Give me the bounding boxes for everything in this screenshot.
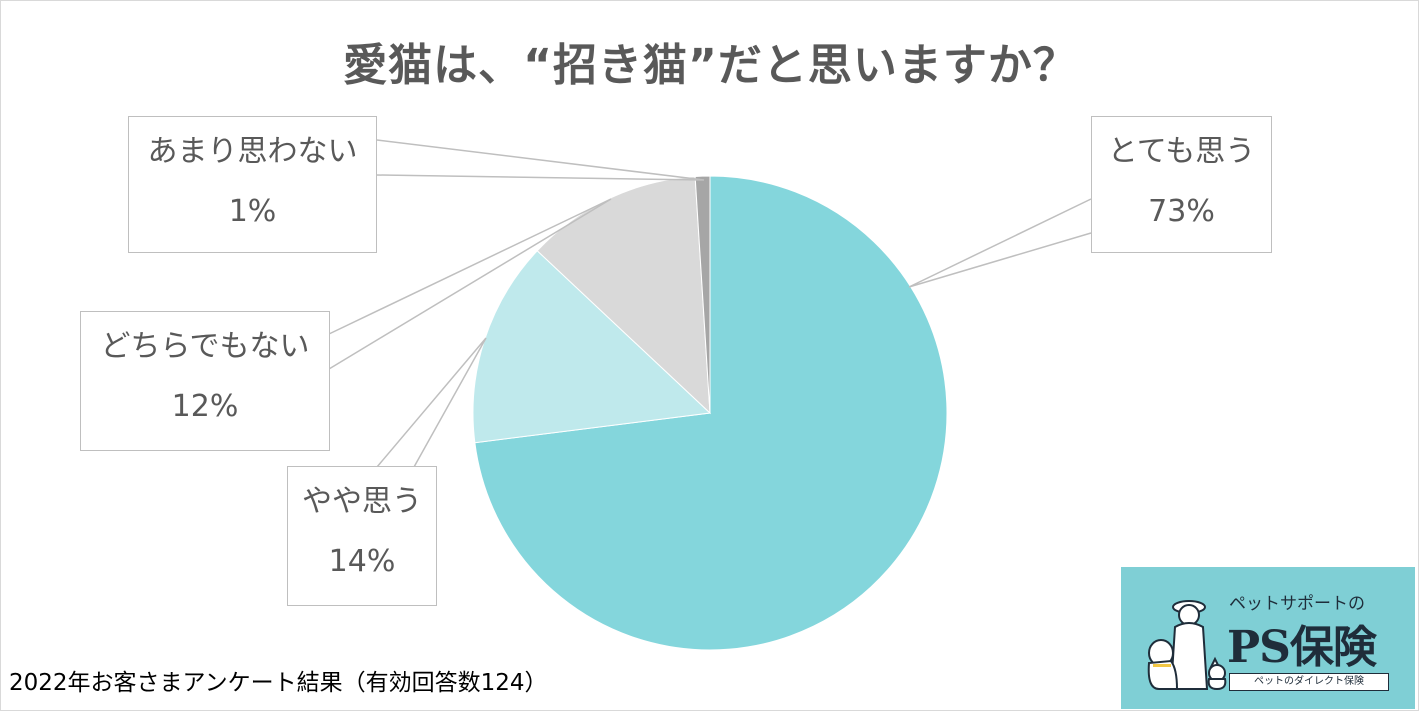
logo-subtitle: ペットのダイレクト保険: [1229, 673, 1389, 691]
slice-label-amari: あまり思わない: [147, 134, 358, 169]
leader-line-totemo: [908, 198, 1092, 288]
ps-insurance-logo: ペットサポートの PS保険 ペットのダイレクト保険: [1121, 567, 1415, 709]
pie-slice-amari: [694, 175, 711, 414]
pets-illustration-icon: [1147, 600, 1227, 691]
slice-value-totemo: 73%: [1148, 194, 1215, 229]
leader-line-dochira: [328, 198, 612, 370]
slice-value-amari: 1%: [228, 194, 277, 229]
callout-yaya: やや思う 14%: [287, 466, 437, 606]
slice-label-yaya: やや思う: [302, 484, 422, 519]
slice-value-yaya: 14%: [328, 544, 396, 579]
slice-value-dochira: 12%: [171, 389, 239, 424]
pie-slice-totemo: [474, 175, 948, 651]
chart-title: 愛猫は、“招き猫”だと思いますか？: [343, 40, 1078, 91]
callout-totemo: とても思う 73%: [1091, 116, 1272, 253]
slice-label-totemo: とても思う: [1107, 134, 1256, 169]
logo-tagline: ペットサポートの: [1229, 594, 1365, 614]
callout-dochira: どちらでもない 12%: [80, 311, 330, 451]
logo-brand: PS保険: [1227, 622, 1377, 673]
leader-line-amari: [376, 139, 705, 181]
slice-label-dochira: どちらでもない: [100, 329, 310, 364]
leader-line-yaya: [376, 337, 487, 468]
callout-amari: あまり思わない 1%: [128, 116, 377, 253]
footnote: 2022年お客さまアンケート結果（有効回答数124）: [9, 670, 548, 696]
